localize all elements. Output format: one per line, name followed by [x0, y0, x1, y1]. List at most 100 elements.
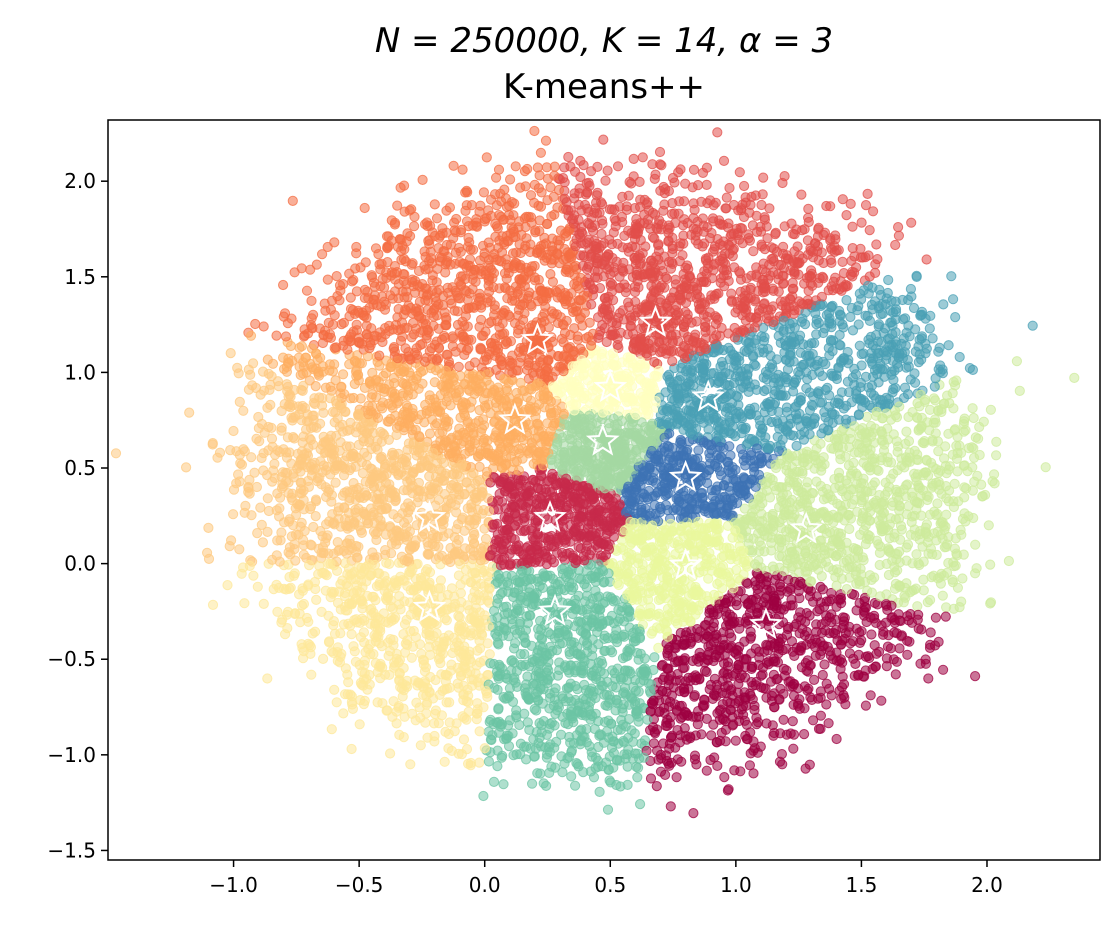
scatter-point [626, 241, 638, 252]
scatter-point [351, 319, 362, 330]
scatter-point [346, 629, 357, 640]
scatter-point [397, 691, 408, 702]
scatter-point [390, 286, 401, 297]
scatter-point [474, 757, 485, 768]
scatter-point [338, 369, 349, 380]
scatter-point [435, 583, 446, 594]
scatter-point [788, 743, 799, 754]
scatter-point [245, 369, 256, 380]
scatter-point [930, 612, 942, 623]
scatter-point [248, 570, 259, 581]
scatter-point [301, 285, 313, 296]
scatter-point [845, 311, 856, 323]
scatter-point [882, 423, 893, 434]
scatter-point [819, 659, 830, 670]
scatter-point [452, 306, 463, 317]
scatter-point [912, 601, 923, 612]
scatter-point [970, 539, 981, 550]
scatter-point [954, 602, 965, 613]
scatter-point [542, 173, 554, 184]
scatter-point [776, 749, 788, 760]
scatter-point [515, 377, 526, 388]
scatter-point [629, 203, 641, 214]
scatter-point [441, 697, 452, 708]
scatter-point [856, 217, 867, 228]
scatter-point [602, 165, 613, 176]
scatter-point [481, 152, 492, 163]
scatter-point [370, 243, 382, 254]
scatter-point [940, 611, 951, 622]
scatter-point [306, 295, 317, 306]
scatter-point [350, 656, 361, 667]
scatter-point [991, 436, 1002, 447]
scatter-point [629, 728, 640, 739]
scatter-point [475, 657, 486, 668]
scatter-point [545, 269, 556, 280]
scatter-point [787, 716, 798, 727]
scatter-point [841, 295, 852, 306]
scatter-point [790, 374, 802, 385]
scatter-point [424, 428, 436, 439]
scatter-point [864, 570, 876, 581]
scatter-point [788, 283, 799, 294]
scatter-point [632, 772, 643, 783]
scatter-point [730, 735, 741, 746]
scatter-point [734, 167, 745, 178]
scatter-point [441, 615, 452, 626]
scatter-point [844, 523, 855, 535]
scatter-point [484, 649, 495, 660]
scatter-point [720, 203, 731, 214]
scatter-point [612, 161, 624, 172]
scatter-point [287, 195, 298, 206]
scatter-point [837, 194, 848, 205]
scatter-point [893, 222, 904, 233]
scatter-point [769, 727, 780, 739]
scatter-point [389, 342, 400, 353]
scatter-point [822, 425, 833, 436]
scatter-point [817, 669, 828, 681]
scatter-point [777, 759, 788, 770]
scatter-point [207, 599, 219, 611]
scatter-point [862, 188, 873, 199]
scatter-points [110, 125, 1080, 819]
scatter-point [881, 661, 892, 672]
scatter-point [415, 740, 426, 751]
scatter-point [488, 776, 500, 788]
scatter-point [866, 629, 877, 640]
scatter-point [527, 778, 538, 789]
scatter-point [394, 729, 405, 741]
scatter-point [991, 450, 1002, 461]
scatter-point [969, 476, 980, 487]
scatter-point [263, 368, 274, 379]
scatter-point [377, 698, 388, 709]
scatter-point [618, 616, 630, 627]
scatter-point [808, 715, 819, 726]
scatter-point [747, 545, 758, 556]
scatter-point [272, 606, 283, 617]
scatter-point [359, 202, 370, 214]
scatter-point [318, 407, 329, 418]
scatter-point [837, 256, 848, 267]
scatter-point [872, 254, 883, 265]
scatter-point [622, 779, 633, 791]
scatter-point [829, 474, 840, 485]
scatter-point [758, 287, 769, 298]
scatter-point [207, 438, 218, 449]
scatter-point [1069, 372, 1080, 383]
scatter-point [628, 153, 639, 164]
scatter-point [873, 539, 884, 550]
scatter-point [329, 237, 340, 248]
scatter-point [635, 799, 646, 810]
scatter-point [398, 629, 409, 640]
scatter-point [704, 465, 715, 476]
scatter-point [451, 539, 462, 550]
scatter-point [311, 594, 322, 606]
scatter-point [431, 213, 443, 224]
scatter-point [1003, 555, 1015, 567]
scatter-point [688, 164, 700, 175]
scatter-point [405, 759, 416, 770]
scatter-point [938, 299, 949, 310]
scatter-point [840, 451, 851, 462]
scatter-point [276, 527, 287, 538]
